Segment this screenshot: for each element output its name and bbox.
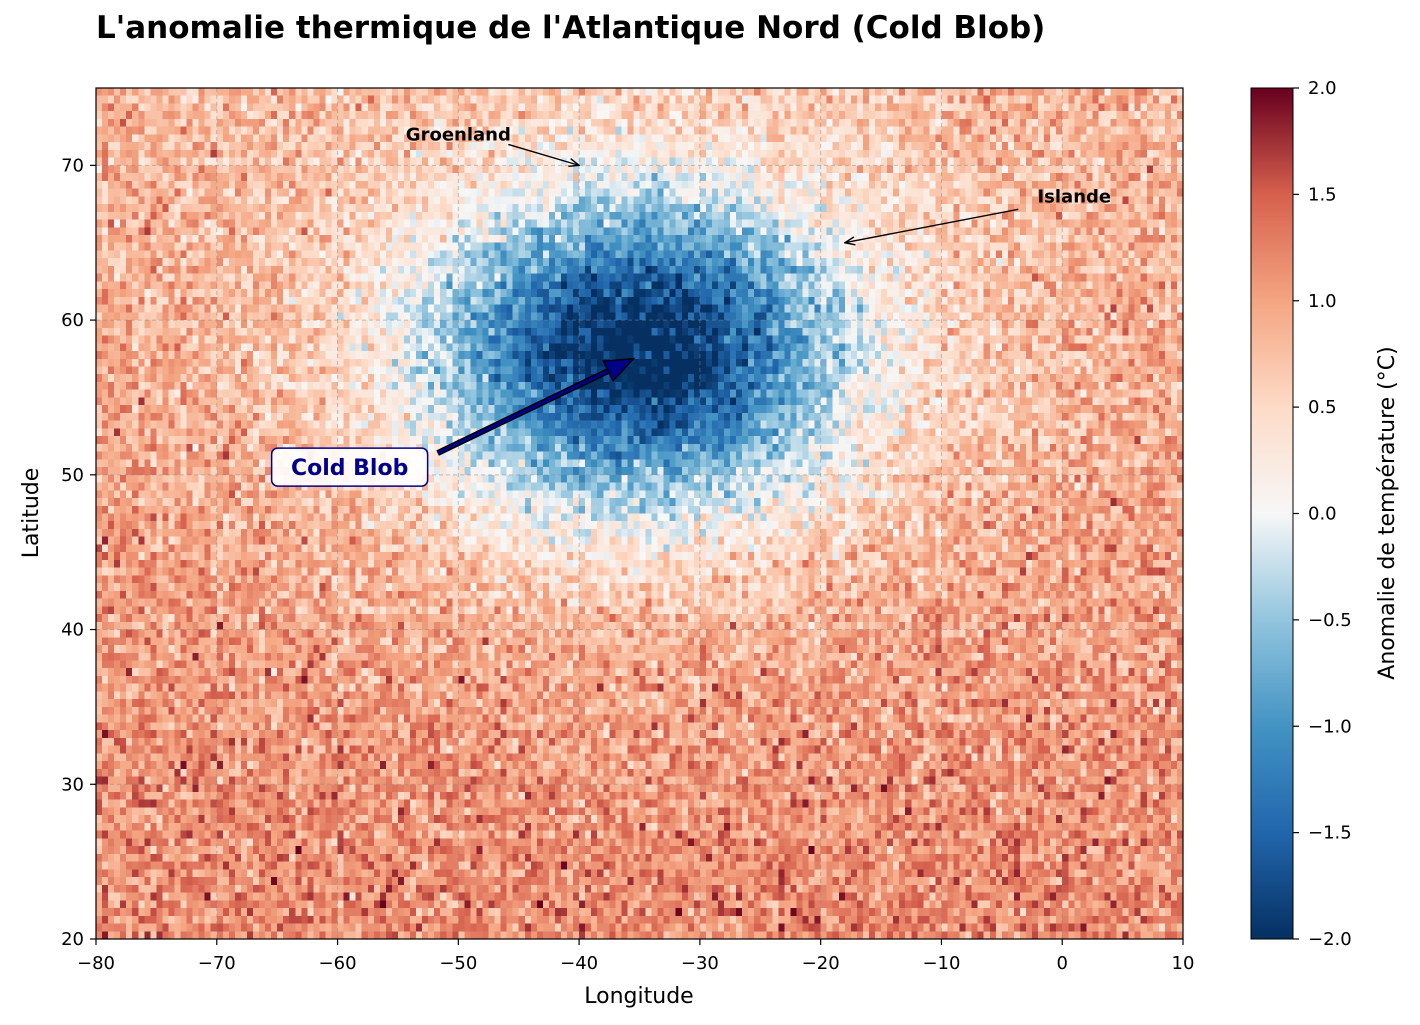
colorbar-ticks: 2.0 1.5 1.0 0.5 0.0 −0.5 −1.0 −1.5 −2.0 xyxy=(1293,78,1352,950)
x-tick-label: −70 xyxy=(198,953,236,974)
y-axis-ticks: 20 30 40 50 60 70 xyxy=(61,155,96,950)
annotations: Cold Blob Groenland Islande xyxy=(270,124,1111,487)
greenland-label: Groenland xyxy=(406,124,511,145)
colorbar-tick-label: −1.5 xyxy=(1308,823,1352,844)
plot-frame xyxy=(95,87,1184,940)
x-tick-label: −10 xyxy=(922,953,960,974)
x-axis-ticks: −80 −70 −60 −50 −40 −30 −20 −10 0 10 xyxy=(77,939,1194,974)
iceland-label: Islande xyxy=(1037,186,1111,207)
y-tick-label: 60 xyxy=(61,310,84,331)
x-tick-label: −30 xyxy=(681,953,719,974)
iceland-arrow xyxy=(845,208,1019,242)
gridlines xyxy=(96,88,1183,939)
chart-title: L'anomalie thermique de l'Atlantique Nor… xyxy=(96,10,1046,46)
y-tick-label: 20 xyxy=(61,929,84,950)
colorbar-label: Anomalie de température (°C) xyxy=(1375,346,1400,679)
colorbar-tick-label: 0.5 xyxy=(1308,397,1337,418)
x-tick-label: −60 xyxy=(319,953,357,974)
cold-blob-label: Cold Blob xyxy=(291,456,408,481)
colorbar-tick-label: 2.0 xyxy=(1308,78,1337,99)
x-tick-label: −40 xyxy=(560,953,598,974)
cold-blob-arrow-head xyxy=(602,357,636,383)
cold-blob-arrow-shaft-fill xyxy=(436,369,609,455)
x-tick-label: −80 xyxy=(77,953,115,974)
colorbar-tick-label: 0.0 xyxy=(1308,504,1337,525)
greenland-arrow xyxy=(508,143,579,165)
cold-blob-label-box xyxy=(270,447,429,487)
x-tick-label: −50 xyxy=(439,953,477,974)
colorbar-tick-label: 1.0 xyxy=(1308,291,1337,312)
heatmap-field xyxy=(96,88,1183,939)
x-tick-label: 10 xyxy=(1172,953,1195,974)
colorbar-tick-label: −1.0 xyxy=(1308,716,1352,737)
x-tick-label: 0 xyxy=(1056,953,1067,974)
colorbar-tick-label: −0.5 xyxy=(1308,610,1352,631)
colorbar-tick-label: −2.0 xyxy=(1308,929,1352,950)
y-tick-label: 30 xyxy=(61,774,84,795)
x-tick-label: −20 xyxy=(802,953,840,974)
colorbar-tick-label: 1.5 xyxy=(1308,184,1337,205)
x-axis-label: Longitude xyxy=(584,984,693,1009)
colorbar xyxy=(1250,87,1294,940)
y-tick-label: 50 xyxy=(61,465,84,486)
y-tick-label: 40 xyxy=(61,620,84,641)
y-tick-label: 70 xyxy=(61,155,84,176)
y-axis-label: Latitude xyxy=(19,468,44,559)
